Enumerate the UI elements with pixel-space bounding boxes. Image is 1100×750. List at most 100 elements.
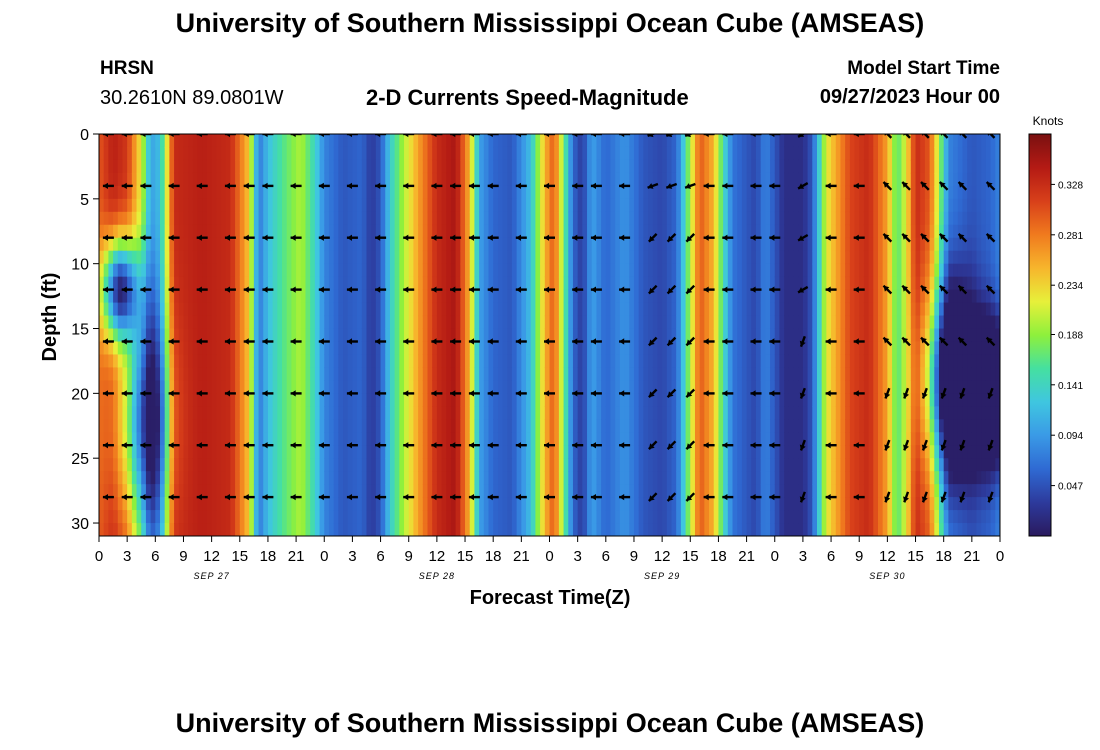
heatmap-cell <box>802 445 809 459</box>
heatmap-cell <box>347 458 353 472</box>
heatmap-cell <box>488 134 494 148</box>
heatmap-cell <box>802 198 809 213</box>
heatmap-cell <box>474 224 480 239</box>
heatmap-cell <box>624 471 630 485</box>
heatmap-cell <box>690 185 696 200</box>
heatmap-cell <box>526 134 532 148</box>
heatmap-cell <box>694 172 701 187</box>
heatmap-cell <box>385 224 391 239</box>
heatmap-cell <box>446 134 452 148</box>
heatmap-cell <box>502 367 508 381</box>
heatmap-cell <box>305 471 311 485</box>
heatmap-cell <box>530 224 537 239</box>
heatmap-cell <box>699 419 705 433</box>
heatmap-cell <box>774 134 781 148</box>
heatmap-cell <box>530 328 537 343</box>
heatmap-cell <box>615 237 621 252</box>
heatmap-cell <box>779 380 785 394</box>
heatmap-cell <box>113 237 119 252</box>
heatmap-cell <box>272 432 278 446</box>
heatmap-cell <box>845 315 851 330</box>
heatmap-cell <box>357 354 363 369</box>
heatmap-cell <box>765 367 771 381</box>
heatmap-cell <box>511 198 518 213</box>
heatmap-cell <box>436 380 443 394</box>
heatmap-cell <box>343 276 349 291</box>
heatmap-cell <box>544 432 551 446</box>
heatmap-cell <box>371 276 377 291</box>
heatmap-cell <box>282 432 288 446</box>
heatmap-cell <box>422 445 429 459</box>
heatmap-cell <box>366 419 372 433</box>
heatmap-cell <box>244 367 250 381</box>
heatmap-cell <box>610 419 616 433</box>
heatmap-cell <box>746 354 752 369</box>
heatmap-cell <box>737 393 743 407</box>
heatmap-cell <box>460 302 466 317</box>
heatmap-cell <box>328 471 335 485</box>
heatmap-cell <box>535 393 541 407</box>
heatmap-cell <box>845 484 851 498</box>
heatmap-cell <box>812 523 818 536</box>
heatmap-cell <box>760 328 766 343</box>
heatmap-cell <box>474 302 480 317</box>
heatmap-cell <box>385 302 391 317</box>
heatmap-cell <box>272 328 278 343</box>
heatmap-cell <box>160 458 166 472</box>
heatmap-cell <box>666 354 673 369</box>
heatmap-cell <box>282 458 288 472</box>
heatmap-cell <box>225 250 231 265</box>
heatmap-cell <box>577 484 583 498</box>
heatmap-cell <box>540 263 546 278</box>
heatmap-cell <box>263 263 269 278</box>
heatmap-cell <box>122 263 128 278</box>
heatmap-cell <box>103 224 109 239</box>
heatmap-cell <box>272 523 278 536</box>
heatmap-cell <box>587 523 593 536</box>
heatmap-cell <box>465 341 471 356</box>
heatmap-cell <box>465 185 471 200</box>
heatmap-cell <box>526 484 532 498</box>
heatmap-cell <box>831 237 837 252</box>
heatmap-cell <box>488 198 494 213</box>
heatmap-cell <box>610 315 616 330</box>
heatmap-cell <box>469 471 476 485</box>
heatmap-cell <box>197 471 203 485</box>
heatmap-cell <box>648 523 654 536</box>
heatmap-cell <box>479 484 485 498</box>
heatmap-cell <box>197 159 203 174</box>
heatmap-cell <box>230 198 236 213</box>
heatmap-cell <box>572 341 579 356</box>
heatmap-cell <box>192 289 199 304</box>
heatmap-cell <box>164 198 170 213</box>
heatmap-cell <box>676 458 682 472</box>
heatmap-cell <box>366 172 372 187</box>
heatmap-cell <box>394 484 400 498</box>
heatmap-cell <box>737 263 743 278</box>
heatmap-cell <box>685 419 691 433</box>
heatmap-cell <box>441 367 447 381</box>
heatmap-cell <box>188 419 194 433</box>
heatmap-cell <box>784 159 790 174</box>
heatmap-cell <box>314 406 321 420</box>
heatmap-cell <box>343 341 349 356</box>
heatmap-cell <box>821 237 827 252</box>
heatmap-cell <box>479 289 485 304</box>
heatmap-cell <box>253 393 260 407</box>
heatmap-cell <box>399 497 405 511</box>
heatmap-cell <box>432 302 438 317</box>
heatmap-cell <box>230 289 236 304</box>
heatmap-cell <box>788 471 795 485</box>
heatmap-cell <box>619 315 626 330</box>
heatmap-cell <box>291 198 297 213</box>
heatmap-cell <box>291 159 297 174</box>
heatmap-cell <box>723 393 729 407</box>
heatmap-cell <box>206 445 213 459</box>
heatmap-cell <box>840 302 846 317</box>
heatmap-cell <box>408 445 415 459</box>
heatmap-cell <box>483 380 490 394</box>
heatmap-cell <box>676 328 682 343</box>
heatmap-cell <box>263 211 269 226</box>
heatmap-cell <box>530 289 537 304</box>
heatmap-cell <box>394 341 400 356</box>
